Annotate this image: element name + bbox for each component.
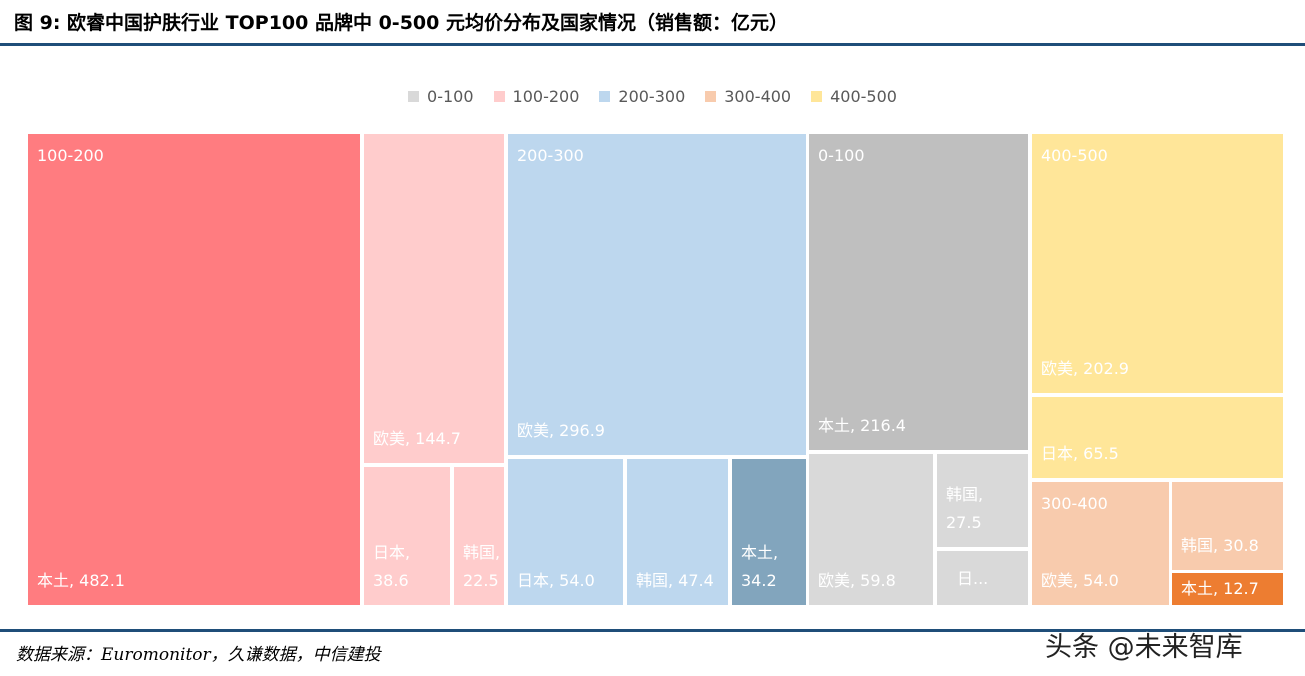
data-label: 欧美, 144.7 [373, 429, 461, 448]
treemap-cell[interactable]: 欧美, 144.7 [364, 134, 504, 463]
data-label: 韩国, 22.5 [463, 543, 501, 590]
legend-swatch [493, 91, 505, 102]
legend-swatch [705, 91, 717, 102]
legend-label: 400-500 [830, 87, 897, 106]
treemap-cell[interactable]: 韩国, 47.4 [627, 459, 728, 605]
treemap-cell[interactable]: 300-400 欧美, 54.0 [1032, 482, 1169, 605]
data-label: 欧美, 296.9 [517, 421, 605, 440]
data-label: 本土, 482.1 [37, 571, 125, 590]
treemap-cell[interactable]: 0-100 本土, 216.4 [809, 134, 1028, 450]
treemap-cell[interactable]: 200-300 欧美, 296.9 [508, 134, 806, 455]
watermark: 头条 @未来智库 [1045, 632, 1243, 663]
data-label: 本土, 34.2 [741, 543, 779, 590]
data-label: 欧美, 54.0 [1041, 571, 1119, 590]
source-note: 数据来源：Euromonitor，久谦数据，中信建投 [16, 645, 381, 665]
group-label: 400-500 [1041, 146, 1108, 165]
data-label: 本土, 216.4 [818, 416, 906, 435]
legend-item[interactable]: 300-400 [705, 87, 791, 106]
legend-label: 200-300 [618, 87, 686, 106]
group-label: 300-400 [1041, 494, 1108, 513]
data-label: 欧美, 202.9 [1041, 359, 1129, 378]
legend-label: 0-100 [427, 87, 474, 106]
legend-swatch [408, 91, 420, 102]
legend-label: 300-400 [724, 87, 792, 106]
treemap-cell[interactable]: 日本, 54.0 [508, 459, 623, 605]
data-label: 韩国, 30.8 [1181, 536, 1259, 555]
legend-item[interactable]: 0-100 [408, 87, 474, 106]
group-label: 200-300 [517, 146, 584, 165]
data-label: 欧美, 59.8 [818, 571, 896, 590]
figure-title: 图 9: 欧睿中国护肤行业 TOP100 品牌中 0-500 元均价分布及国家情… [14, 12, 788, 34]
treemap-cell[interactable]: 日... [937, 551, 1028, 605]
treemap-cell[interactable]: 韩国, 27.5 [937, 454, 1028, 547]
data-label: 日本, 54.0 [517, 571, 595, 590]
legend-item[interactable]: 200-300 [599, 87, 685, 106]
legend-swatch [811, 91, 823, 102]
legend-swatch [599, 91, 611, 102]
treemap-cell[interactable]: 韩国, 22.5 [454, 467, 504, 605]
data-label: 日本, 65.5 [1041, 444, 1119, 463]
chart-legend: 0-100 100-200 200-300 300-400 400-500 [0, 87, 1305, 106]
legend-label: 100-200 [512, 87, 580, 106]
footer-rule [0, 629, 1305, 632]
legend-item[interactable]: 400-500 [811, 87, 897, 106]
group-label: 100-200 [37, 146, 104, 165]
data-label: 韩国, 27.5 [946, 485, 984, 532]
data-label: 日本, 38.6 [373, 543, 411, 590]
data-label: 本土, 12.7 [1181, 579, 1259, 598]
data-label: 日... [957, 569, 989, 588]
treemap-cell[interactable]: 韩国, 30.8 [1172, 482, 1283, 570]
title-rule [0, 43, 1305, 46]
treemap-cell[interactable]: 本土, 34.2 [732, 459, 806, 605]
treemap-cell[interactable]: 日本, 38.6 [364, 467, 450, 605]
data-label: 韩国, 47.4 [636, 571, 714, 590]
treemap-cell[interactable]: 日本, 65.5 [1032, 397, 1283, 478]
group-label: 0-100 [818, 146, 865, 165]
treemap-cell[interactable]: 本土, 12.7 [1172, 573, 1283, 605]
treemap-cell[interactable]: 400-500 欧美, 202.9 [1032, 134, 1283, 393]
legend-item[interactable]: 100-200 [493, 87, 580, 106]
treemap-cell[interactable]: 欧美, 59.8 [809, 454, 933, 605]
treemap-cell[interactable]: 100-200 本土, 482.1 [28, 134, 360, 605]
